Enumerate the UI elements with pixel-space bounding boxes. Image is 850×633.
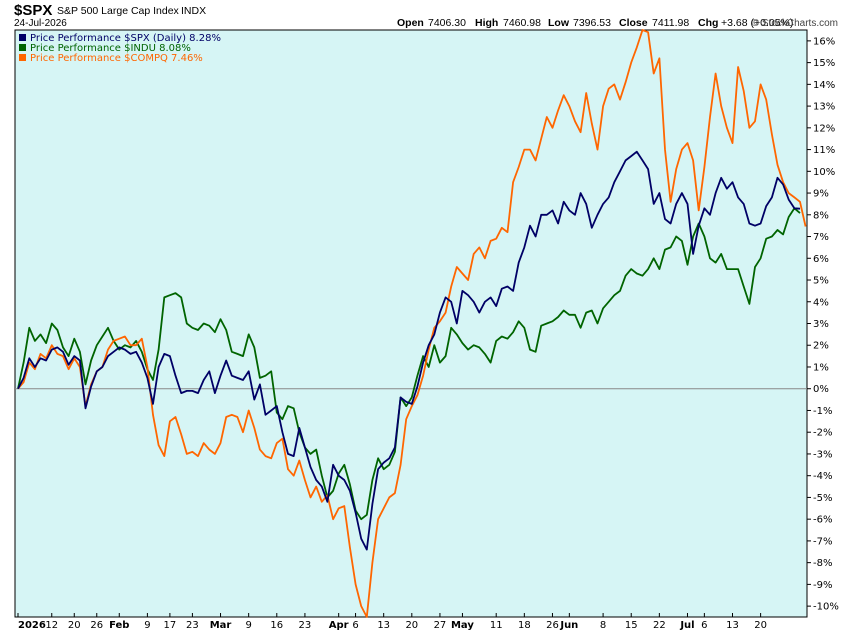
y-tick-label: -9% — [813, 580, 832, 591]
low-label: Low — [548, 17, 570, 29]
y-tick-label: 9% — [813, 189, 829, 200]
y-tick-label: 4% — [813, 297, 829, 308]
x-tick-label: May — [451, 620, 474, 631]
close-value: 7411.98 — [652, 17, 689, 29]
y-axis: 16% 15% 14% 13% 12% 11% 10% 9% 8% 7% 6% 5% 4% 3% 2% 1% 0… — [807, 36, 839, 613]
legend-label-spx: Price Performance $SPX (Daily) 8.28% — [30, 33, 221, 44]
plot-background — [14, 29, 808, 618]
y-tick-label: -4% — [813, 471, 832, 482]
legend-swatch-compq — [19, 54, 26, 61]
x-tick-label: Mar — [210, 620, 232, 631]
x-tick-label: 20 — [754, 620, 767, 631]
y-tick-label: -5% — [813, 493, 832, 504]
x-tick-label: 20 — [405, 620, 418, 631]
symbol-label: $SPX — [14, 2, 52, 19]
x-tick-label: 20 — [68, 620, 81, 631]
x-tick-label: 9 — [144, 620, 150, 631]
x-tick-label: 8 — [600, 620, 606, 631]
index-name-label: S&P 500 Large Cap Index — [57, 5, 180, 17]
x-tick-label: Jul — [679, 620, 694, 631]
x-tick-label: 13 — [377, 620, 390, 631]
y-tick-label: -3% — [813, 449, 832, 460]
y-tick-label: -8% — [813, 558, 832, 569]
date-label: 24-Jul-2026 — [14, 18, 67, 29]
y-tick-label: -7% — [813, 536, 832, 547]
high-value: 7460.98 — [503, 17, 541, 29]
y-tick-label: -2% — [813, 428, 832, 439]
y-tick-label: -10% — [813, 602, 839, 613]
y-tick-label: -6% — [813, 515, 832, 526]
chg-label: Chg — [698, 17, 718, 29]
x-tick-label: 17 — [164, 620, 177, 631]
x-tick-label: 16 — [270, 620, 283, 631]
y-tick-label: 11% — [813, 145, 835, 156]
y-tick-label: 15% — [813, 58, 835, 69]
legend-swatch-spx — [19, 34, 26, 41]
x-tick-label: 23 — [186, 620, 199, 631]
x-tick-label: 2026 — [18, 620, 46, 631]
y-tick-label: 6% — [813, 254, 829, 265]
y-tick-label: 12% — [813, 123, 835, 134]
x-axis: 2026 12 20 26 Feb 9 17 23 Mar 9 16 23 Apr 6 13 20 27 May 1… — [17, 613, 767, 631]
y-tick-label: 0% — [813, 384, 829, 395]
legend-swatch-indu — [19, 44, 26, 51]
series-line-spx — [17, 150, 801, 551]
x-tick-label: 15 — [625, 620, 638, 631]
x-tick-label: 9 — [245, 620, 251, 631]
y-tick-label: 14% — [813, 80, 835, 91]
x-tick-label: 22 — [653, 620, 666, 631]
series-layer — [17, 29, 807, 618]
open-label: Open — [397, 17, 424, 29]
y-tick-label: 13% — [813, 102, 835, 113]
exchange-label: INDX — [181, 5, 206, 17]
legend: Price Performance $SPX (Daily) 8.28% Pri… — [19, 33, 221, 64]
y-tick-label: 16% — [813, 36, 835, 47]
y-tick-label: 2% — [813, 341, 829, 352]
x-tick-label: 6 — [352, 620, 358, 631]
x-tick-label: 11 — [490, 620, 503, 631]
close-label: Close — [619, 17, 648, 29]
x-tick-label: Feb — [109, 620, 129, 631]
y-tick-label: 3% — [813, 319, 829, 330]
y-tick-label: 1% — [813, 362, 829, 373]
legend-label-indu: Price Performance $INDU 8.08% — [30, 43, 191, 54]
x-tick-label: 27 — [434, 620, 447, 631]
y-tick-label: 7% — [813, 232, 829, 243]
y-tick-label: 5% — [813, 276, 829, 287]
x-tick-label: 18 — [518, 620, 531, 631]
chg-value: +3.68 (+0.05%) — [721, 17, 793, 29]
x-tick-label: 26 — [90, 620, 103, 631]
open-value: 7406.30 — [428, 17, 466, 29]
y-tick-label: -1% — [813, 406, 832, 417]
x-tick-label: 13 — [726, 620, 739, 631]
low-value: 7396.53 — [573, 17, 611, 29]
legend-label-compq: Price Performance $COMPQ 7.46% — [30, 53, 203, 64]
copyright-label: © StockCharts.com — [752, 18, 838, 29]
x-tick-label: 26 — [546, 620, 559, 631]
x-tick-label: 23 — [299, 620, 312, 631]
x-tick-label: 12 — [45, 620, 58, 631]
y-tick-label: 10% — [813, 167, 835, 178]
x-tick-label: Apr — [329, 620, 349, 631]
x-tick-label: 6 — [701, 620, 707, 631]
y-tick-label: 8% — [813, 210, 829, 221]
x-tick-label: Jun — [559, 620, 578, 631]
high-label: High — [475, 17, 498, 29]
